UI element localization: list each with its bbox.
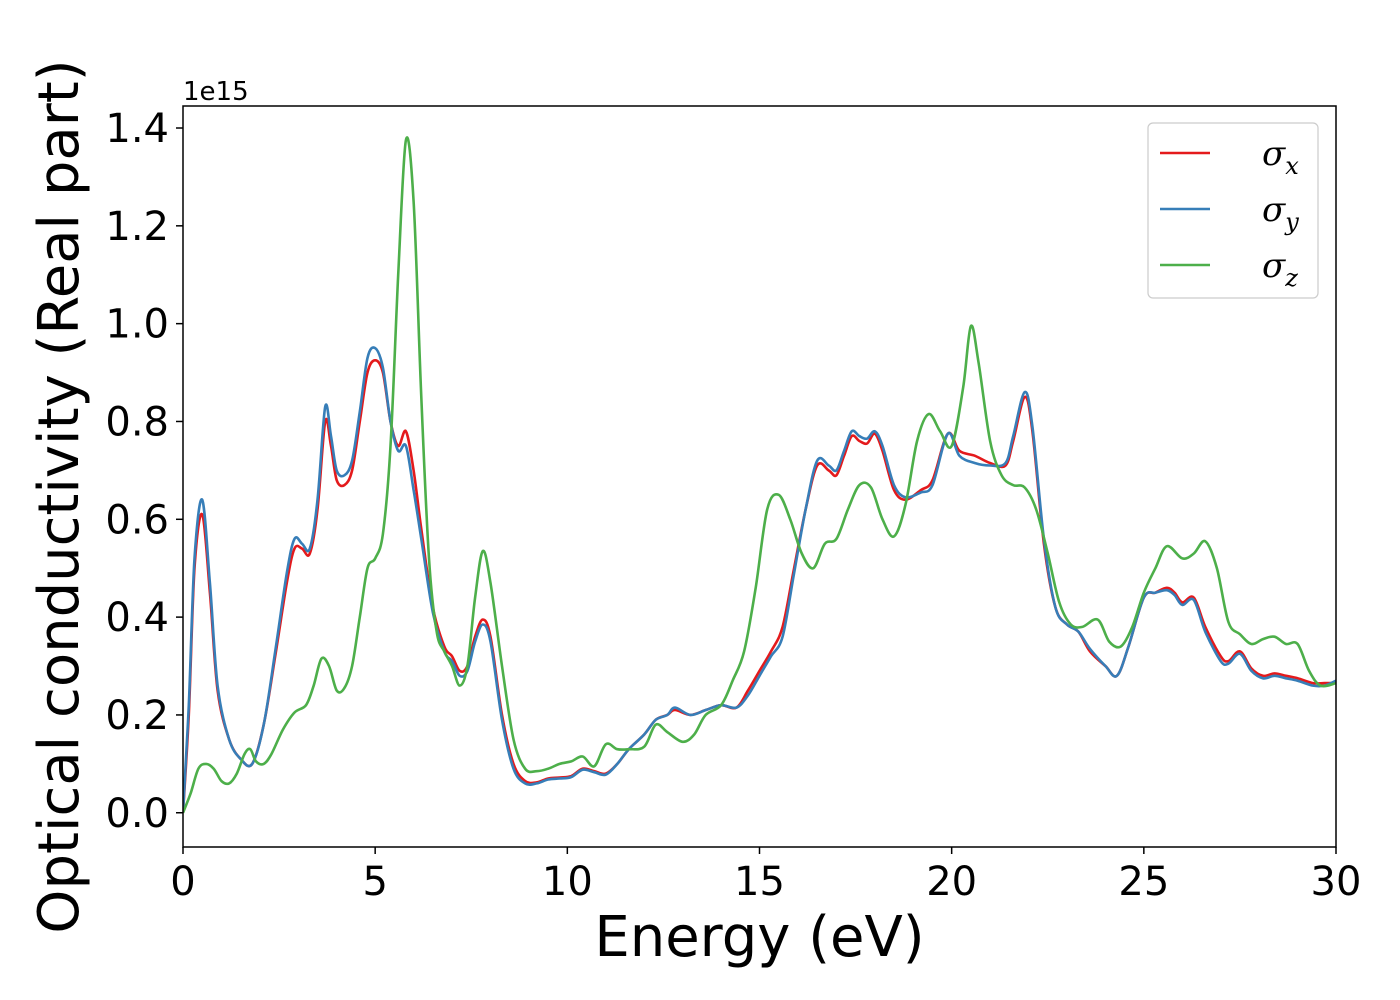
x-axis-title: Energy (eV) — [594, 905, 924, 970]
legend-label-sigma-x: σx — [1262, 134, 1299, 180]
series-line-sigma-x — [183, 359, 1336, 813]
y-tick-label: 0.8 — [105, 399, 169, 445]
x-tick-label: 30 — [1311, 859, 1362, 905]
y-tick-label: 1.2 — [105, 204, 169, 250]
series-line-sigma-z — [183, 136, 1336, 814]
x-tick-label: 0 — [170, 859, 195, 905]
legend: σx σy σz — [1147, 122, 1319, 299]
y-tick-label: 1.4 — [105, 106, 169, 152]
y-tick-label: 0.0 — [105, 791, 169, 837]
y-axis-offset-label: 1e15 — [183, 77, 249, 107]
x-axis: 0 5 10 15 20 25 30 — [170, 847, 1361, 905]
y-tick-label: 0.6 — [105, 497, 169, 543]
y-tick-label: 1.0 — [105, 302, 169, 348]
series-line-sigma-y — [183, 346, 1336, 813]
y-tick-label: 0.4 — [105, 595, 169, 641]
x-tick-label: 5 — [362, 859, 387, 905]
y-axis: 0.0 0.2 0.4 0.6 0.8 1.0 1.2 1.4 — [105, 106, 183, 837]
x-tick-label: 10 — [542, 859, 593, 905]
x-tick-label: 20 — [926, 859, 977, 905]
y-tick-label: 0.2 — [105, 693, 169, 739]
y-axis-title: Optical conductivity (Real part) — [27, 59, 92, 933]
legend-box — [1147, 122, 1319, 299]
x-tick-label: 15 — [734, 859, 785, 905]
x-tick-label: 25 — [1118, 859, 1169, 905]
series-lines-group — [183, 136, 1336, 814]
legend-label-sigma-y: σy — [1262, 190, 1299, 236]
legend-label-sigma-z: σz — [1262, 246, 1298, 292]
